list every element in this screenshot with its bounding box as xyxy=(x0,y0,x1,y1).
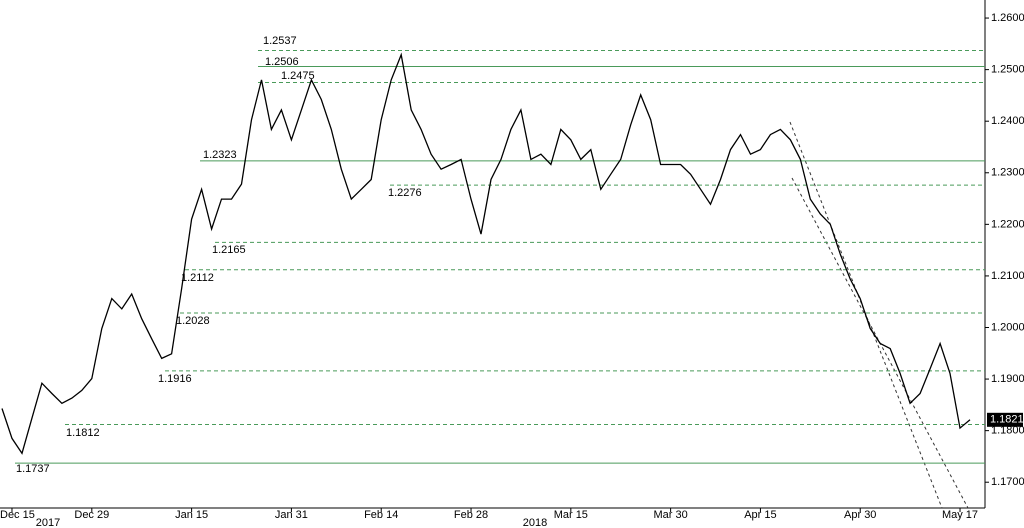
x-tick-label: Mar 30 xyxy=(653,509,687,521)
x-tick-label: Mar 15 xyxy=(554,509,588,521)
level-label: 1.2475 xyxy=(281,70,315,82)
x-tick-label: Feb 28 xyxy=(454,509,488,521)
last-price-label: 1.1821 xyxy=(990,414,1024,426)
y-tick-label: 1.2300 xyxy=(991,167,1024,179)
x-year-label: 2017 xyxy=(36,517,60,528)
y-tick-label: 1.1800 xyxy=(991,425,1024,437)
x-tick-label: Apr 30 xyxy=(844,509,876,521)
level-label: 1.2537 xyxy=(263,35,297,47)
last-price-box xyxy=(987,412,1023,427)
y-tick-label: 1.2100 xyxy=(991,270,1024,282)
x-tick-label: Dec 29 xyxy=(74,509,109,521)
level-label: 1.1737 xyxy=(16,463,50,475)
y-tick-label: 1.2200 xyxy=(991,218,1024,230)
level-label: 1.2028 xyxy=(176,315,210,327)
x-tick-label: Apr 15 xyxy=(744,509,776,521)
level-label: 1.2506 xyxy=(265,56,299,68)
price-line xyxy=(1,52,971,455)
x-tick-label: Feb 14 xyxy=(364,509,398,521)
level-label: 1.2165 xyxy=(212,244,246,256)
y-tick-label: 1.1900 xyxy=(991,373,1024,385)
x-tick-label: Jan 15 xyxy=(175,509,208,521)
x-tick-label: May 17 xyxy=(942,509,978,521)
y-tick-label: 1.2000 xyxy=(991,321,1024,333)
level-label: 1.1916 xyxy=(158,373,192,385)
x-year-label: 2018 xyxy=(523,517,547,528)
level-label: 1.2112 xyxy=(181,272,214,284)
x-tick-label: Dec 15 xyxy=(0,509,35,521)
y-tick-label: 1.1700 xyxy=(991,476,1024,488)
level-label: 1.2276 xyxy=(388,187,422,199)
y-tick-label: 1.2500 xyxy=(991,64,1024,76)
level-label: 1.2323 xyxy=(203,149,237,161)
y-tick-label: 1.2600 xyxy=(991,12,1024,24)
x-tick-label: Jan 31 xyxy=(275,509,308,521)
level-label: 1.1812 xyxy=(66,427,100,439)
y-tick-label: 1.2400 xyxy=(991,115,1024,127)
